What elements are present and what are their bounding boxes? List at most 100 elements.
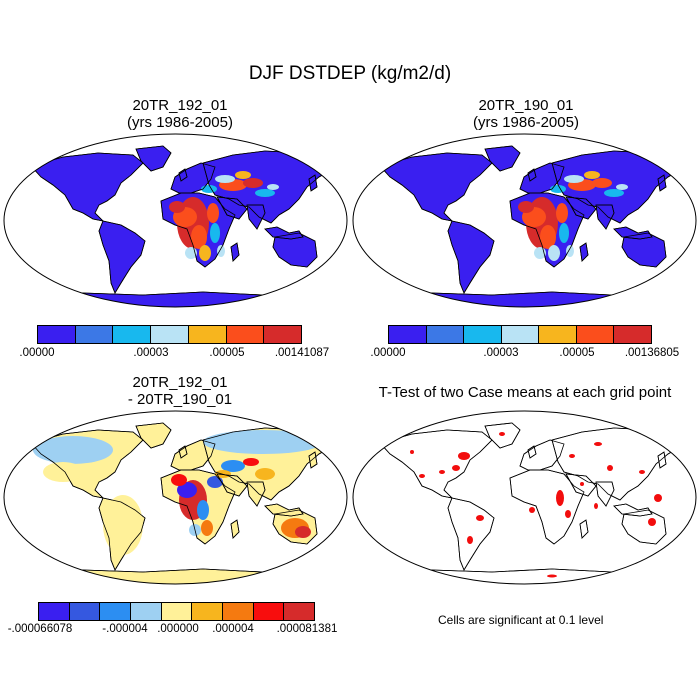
panel-1-title-line1: 20TR_192_01 (132, 97, 228, 114)
map-2-field-patch-13 (616, 184, 628, 190)
map-1-coastline-madagascar (230, 242, 240, 262)
colorbar-3-label-0: -.000066078 (7, 623, 73, 635)
map-1-coastline-nz (322, 262, 330, 278)
map-4-frame (352, 410, 697, 585)
map-2-coastline-japan (657, 174, 667, 192)
map-3-coastline-india (246, 481, 266, 507)
map-2-coastline-indonesia (613, 226, 653, 240)
map-1-field-patch-12 (255, 189, 275, 197)
map-1-field-patch-10 (235, 171, 251, 179)
panel-4-title-line1: T-Test of two Case means at each grid po… (378, 384, 672, 401)
map-4-coastline-uk (527, 445, 537, 459)
map-2-coastline-arabia (565, 196, 597, 220)
map-3-coastline-uk (178, 445, 188, 459)
panel-3-title-line2: - 20TR_190_01 (127, 391, 233, 408)
panel-3-title: 20TR_192_01 - 20TR_190_01 (30, 374, 330, 408)
map-4-field-patch-2 (439, 470, 445, 474)
map-4-field-patch-7 (565, 510, 571, 518)
map-4-field-patch-11 (639, 470, 645, 474)
map-2-field-patch-12 (604, 189, 624, 197)
map-4-field-patch-6 (556, 490, 564, 506)
map-3-frame (3, 410, 348, 585)
map-4-field-patch-10 (607, 465, 613, 471)
map-1-land-antarctica (24, 291, 327, 307)
colorbar-1-swatch-4 (188, 326, 227, 343)
panel-1-title: 20TR_192_01 (yrs 1986-2005) (30, 97, 330, 131)
colorbar-1-swatch-5 (226, 326, 265, 343)
map-3-field-patch-16 (255, 468, 275, 480)
map-1-coastline-greenland (135, 145, 172, 172)
colorbar-1-label-0: .00000 (19, 347, 55, 359)
colorbar-3-swatch-0 (39, 603, 70, 620)
colorbar-2-swatch-4 (539, 326, 577, 343)
map-4-field-patch-18 (426, 572, 438, 576)
map-1-coastline-namerica (30, 152, 144, 222)
panel-1-title-line2: (yrs 1986-2005) (127, 114, 233, 131)
map-4-coastline-arabia (565, 473, 597, 497)
map-3-field-patch-3 (203, 430, 323, 454)
map-2-field-patch-14 (559, 223, 569, 243)
panel-2-title-line2: (yrs 1986-2005) (473, 114, 579, 131)
map-2-coastline-namerica (379, 152, 493, 222)
map-2-coastline-samerica (447, 220, 495, 294)
map-1-coastline-uk (178, 168, 188, 182)
colorbar-2-label-3: .00136805 (624, 347, 680, 359)
colorbar-2-label-0: .00000 (370, 347, 406, 359)
map-4-field-patch-16 (499, 432, 505, 436)
panel-2-title: 20TR_190_01 (yrs 1986-2005) (376, 97, 676, 131)
map-4-field-patch-9 (594, 442, 602, 446)
map-2-coastline-australia (621, 232, 667, 268)
map-3-coastline-namerica (30, 429, 144, 499)
map-2-field-patch-4 (548, 245, 560, 261)
map-2-field-patch-10 (584, 171, 600, 179)
map-4-field-patch-0 (458, 452, 470, 460)
map-panel-1 (3, 133, 348, 308)
map-3-coastline-greenland (135, 422, 172, 449)
map-3-field-patch-2 (103, 495, 143, 555)
map-4-field-patch-14 (594, 503, 598, 509)
map-3-coastline-arabia (216, 473, 248, 497)
colorbar-3-swatch-6 (223, 603, 254, 620)
map-4-coastline-nz (671, 539, 679, 555)
map-3-field-patch-1 (43, 462, 83, 482)
map-1-field-patch-4 (199, 245, 211, 261)
map-2-coastline-nz (671, 262, 679, 278)
colorbar-2-swatch-1 (426, 326, 465, 343)
map-3-field-patch-7 (171, 474, 187, 486)
map-2-field-patch-8 (592, 178, 612, 188)
map-4-field-patch-21 (569, 454, 575, 458)
map-4-coastline-africa (509, 469, 585, 545)
colorbar-panel-1 (37, 325, 302, 344)
figure-title: DJF DSTDEP (kg/m2/d) (248, 63, 452, 84)
colorbar-3-swatch-1 (69, 603, 101, 620)
map-1-field-patch-2 (191, 225, 207, 249)
map-4-coastline-greenland (484, 422, 521, 449)
map-1-field-patch-13 (267, 184, 279, 190)
map-2-field-patch-15 (566, 245, 574, 257)
map-4-coastline-namerica (379, 429, 493, 499)
colorbar-1-label-2: .00005 (209, 347, 245, 359)
map-3-field-patch-11 (243, 458, 259, 466)
map-1-coastline-japan (308, 174, 318, 192)
colorbar-1-label-3: .00141087 (274, 347, 330, 359)
map-4-land-nz (671, 539, 679, 555)
colorbar-3-swatch-2 (100, 603, 132, 620)
map-4-field-patch-15 (410, 450, 414, 454)
colorbar-3-label-2: .000000 (157, 623, 199, 635)
significance-note: Cells are significant at 0.1 level (438, 613, 604, 627)
colorbar-1-swatch-2 (113, 326, 152, 343)
colorbar-2-label-2: .00005 (559, 347, 595, 359)
panel-4-title: T-Test of two Case means at each grid po… (350, 384, 700, 401)
map-4-field-patch-3 (419, 474, 425, 478)
map-4-coastline-madagascar (579, 519, 589, 539)
map-1-frame (3, 133, 348, 308)
map-3-field-patch-6 (197, 500, 209, 520)
map-2-coastline-greenland (484, 145, 521, 172)
colorbar-1-swatch-1 (75, 326, 114, 343)
colorbar-panel-3 (38, 602, 315, 621)
map-3-field-patch-10 (221, 460, 245, 472)
map-3-coastline-madagascar (230, 519, 240, 539)
map-4-field-patch-17 (580, 482, 584, 486)
panel-3-title-line1: 20TR_192_01 (132, 374, 228, 391)
map-4-coastline-india (595, 481, 615, 507)
